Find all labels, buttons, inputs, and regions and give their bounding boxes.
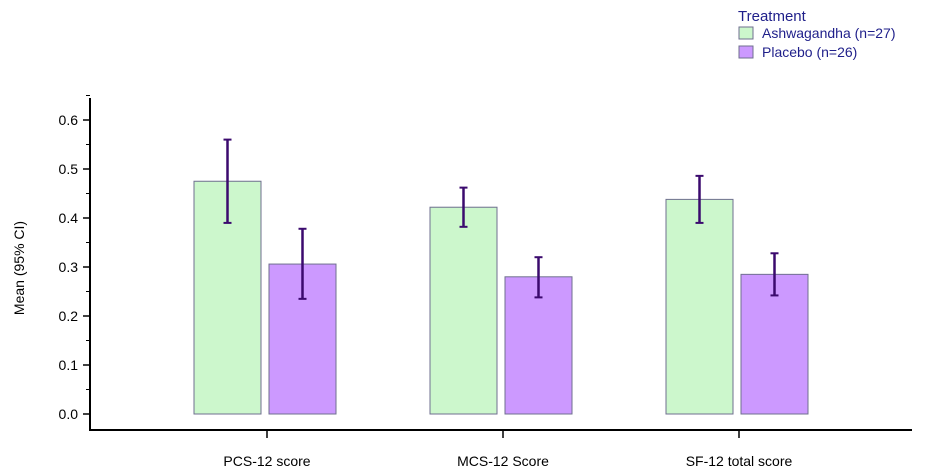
y-tick-label: 0.2: [59, 308, 79, 324]
y-axis-title: Mean (95% CI): [11, 221, 27, 315]
bar-placebo: [504, 276, 573, 415]
y-tick-label: 0.4: [59, 210, 79, 226]
plot-area: 0.0 0.1 0.2 0.3 0.4 0.5 0.6 PCS-12 score MCS-12 …: [59, 95, 912, 469]
x-category-label: MCS-12 Score: [457, 453, 549, 469]
legend-label: Placebo (n=26): [762, 44, 857, 60]
legend-swatch: [738, 45, 754, 59]
y-tick-label: 0.0: [59, 406, 79, 422]
bar-ashwagandha: [429, 206, 498, 415]
y-tick-label: 0.6: [59, 112, 79, 128]
legend: Treatment Ashwagandha (n=27) Placebo (n=2…: [738, 8, 896, 60]
x-category-label: SF-12 total score: [686, 453, 793, 469]
bar-placebo: [740, 273, 809, 415]
legend-swatch: [738, 26, 754, 40]
legend-label: Ashwagandha (n=27): [762, 25, 896, 41]
legend-title: Treatment: [738, 8, 807, 25]
bar-ashwagandha: [665, 198, 734, 415]
y-tick-label: 0.5: [59, 161, 79, 177]
y-tick-label: 0.3: [59, 259, 79, 275]
x-category-label: PCS-12 score: [223, 453, 310, 469]
y-tick-label: 0.1: [59, 357, 79, 373]
